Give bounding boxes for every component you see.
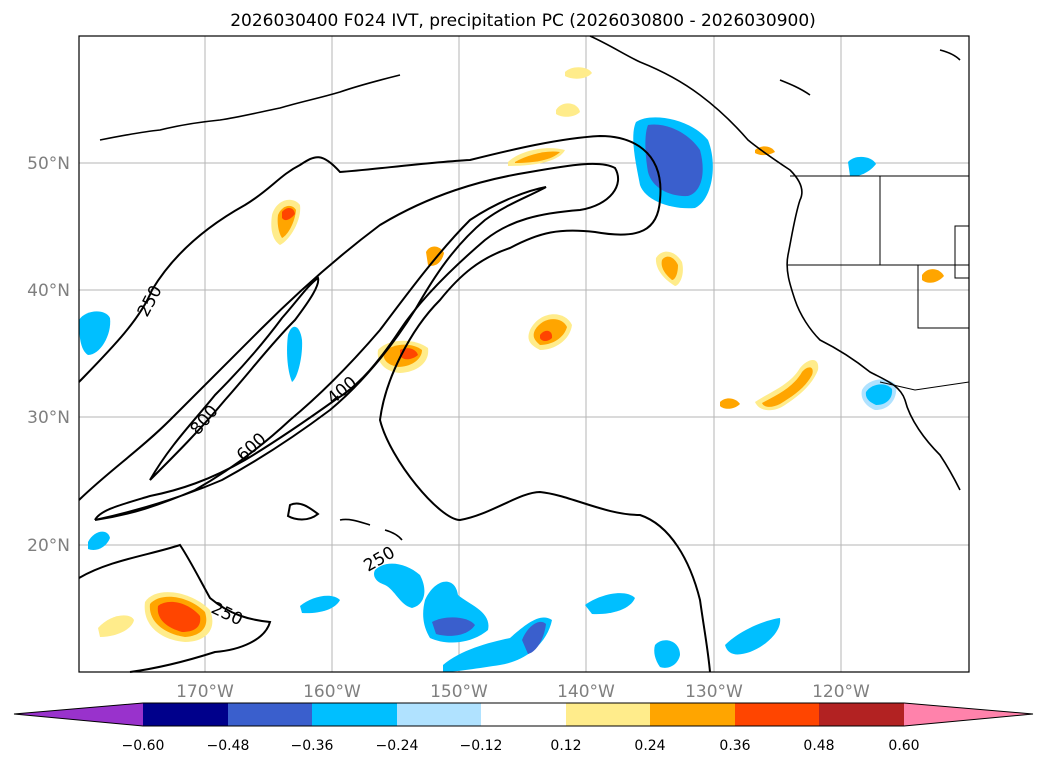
precip-negative-region xyxy=(443,617,552,672)
gridlines xyxy=(79,36,969,672)
lat-label: 30°N xyxy=(27,408,70,428)
ivt-contour-250 xyxy=(78,543,272,673)
precip-positive-region xyxy=(556,103,580,117)
colorbar-segment xyxy=(143,703,228,726)
lon-label: 150°W xyxy=(430,682,488,702)
precip-negative-region xyxy=(79,311,111,355)
north-america-coastline xyxy=(589,35,961,491)
lat-label: 20°N xyxy=(27,536,70,556)
precip-moderate-positive-region xyxy=(426,246,444,266)
colorbar xyxy=(13,702,1034,727)
coastlines xyxy=(99,35,961,541)
precip-negative-region xyxy=(848,156,876,177)
lat-label: 50°N xyxy=(27,154,70,174)
colorbar-segment xyxy=(228,703,312,726)
lon-label: 140°W xyxy=(557,682,615,702)
colorbar-segment xyxy=(481,703,566,726)
lon-label: 120°W xyxy=(812,682,870,702)
colorbar-tick-label: −0.36 xyxy=(291,738,334,754)
colorbar-segment xyxy=(397,703,481,726)
precip-negative-region xyxy=(88,531,110,550)
precip-negative-region xyxy=(287,326,303,382)
hawaii-coastline xyxy=(339,518,403,541)
colorbar-segment xyxy=(819,703,904,726)
state-borders xyxy=(787,175,970,391)
lon-label: 130°W xyxy=(685,682,743,702)
precip-negative-region xyxy=(654,640,680,668)
us-state-borders xyxy=(787,176,970,391)
lat-label: 40°N xyxy=(27,281,70,301)
colorbar-extend-high xyxy=(904,703,1033,726)
precip-positive-region xyxy=(565,67,592,79)
precip-strong-negative-region xyxy=(522,621,546,654)
precip-negative-region xyxy=(725,618,781,655)
colorbar-segment xyxy=(312,703,397,726)
colorbar-tick-label: −0.60 xyxy=(122,738,165,754)
colorbar-tick-label: 0.48 xyxy=(803,738,834,754)
lon-label: 170°W xyxy=(176,682,234,702)
ivt-contour-600 xyxy=(94,186,547,521)
colorbar-segment xyxy=(735,703,819,726)
precip-negative-region xyxy=(585,593,635,615)
precip-strong-positive-region xyxy=(282,208,295,221)
colorbar-outline xyxy=(13,702,1034,727)
precip-negative-region xyxy=(374,563,425,608)
ivt-contour-250 xyxy=(286,502,320,521)
colorbar-segment xyxy=(566,703,650,726)
precip-anomaly-fills xyxy=(79,67,944,672)
precip-strong-positive-region xyxy=(400,348,418,360)
colorbar-tick-label: 0.12 xyxy=(550,738,581,754)
precip-strong-negative-region xyxy=(432,617,475,636)
colorbar-tick-labels: −0.60 −0.48 −0.36 −0.24 −0.12 0.12 0.24 … xyxy=(122,738,920,754)
ivt-contour-400 xyxy=(78,162,620,521)
colorbar-tick-label: 0.36 xyxy=(719,738,750,754)
precip-moderate-positive-region xyxy=(922,269,944,283)
colorbar-tick-label: 0.24 xyxy=(634,738,665,754)
precip-negative-region xyxy=(300,595,340,614)
precip-strong-positive-region xyxy=(540,330,553,341)
ivt-contour-250 xyxy=(78,134,711,673)
ivt-contour-800 xyxy=(149,276,320,481)
precip-strong-positive-region xyxy=(157,601,201,632)
canada-island-coastline xyxy=(779,49,961,96)
colorbar-tick-label: 0.60 xyxy=(888,738,919,754)
precip-moderate-positive-region xyxy=(515,151,560,163)
precip-positive-region xyxy=(98,615,134,637)
colorbar-tick-label: −0.24 xyxy=(376,738,419,754)
colorbar-segment xyxy=(650,703,735,726)
precip-moderate-positive-region xyxy=(762,367,813,407)
precip-moderate-positive-region xyxy=(720,398,740,409)
precip-moderate-positive-region xyxy=(661,256,678,280)
map-title: 2026030400 F024 IVT, precipitation PC (2… xyxy=(230,11,816,31)
colorbar-extend-low xyxy=(14,703,143,726)
lon-label: 160°W xyxy=(303,682,361,702)
colorbar-tick-label: −0.48 xyxy=(207,738,250,754)
colorbar-tick-label: −0.12 xyxy=(460,738,503,754)
map-panel xyxy=(79,36,969,672)
aleutian-coastline xyxy=(99,74,401,141)
map-frame xyxy=(78,35,970,673)
latitude-labels: 50°N 40°N 30°N 20°N xyxy=(27,154,70,556)
precip-negative-region xyxy=(865,384,893,405)
longitude-labels: 170°W 160°W 150°W 140°W 130°W 120°W xyxy=(176,682,870,702)
ivt-contours xyxy=(78,134,711,673)
